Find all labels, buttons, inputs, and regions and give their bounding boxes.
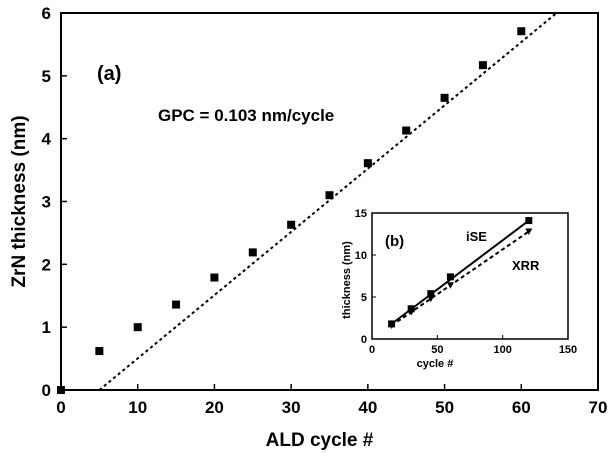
x-tick-label: 50 <box>435 398 454 417</box>
ise-point <box>388 320 396 328</box>
data-point <box>478 61 487 70</box>
inset-x-tick-label: 150 <box>559 344 577 356</box>
data-point <box>363 159 372 168</box>
data-point <box>248 248 257 257</box>
data-point <box>402 126 411 135</box>
gpc-annotation: GPC = 0.103 nm/cycle <box>158 106 334 125</box>
x-axis-label: ALD cycle # <box>266 430 374 451</box>
x-tick-label: 0 <box>56 398 65 417</box>
inset-x-tick-label: 50 <box>431 344 443 356</box>
ise-point <box>525 217 533 225</box>
inset-x-axis-label: cycle # <box>417 358 454 370</box>
data-point <box>210 273 219 282</box>
inset-x-tick-label: 100 <box>493 344 511 356</box>
inset-background <box>338 200 586 376</box>
series-label-ise: iSE <box>466 229 487 244</box>
xrr-point <box>446 282 454 289</box>
ise-point <box>407 305 415 313</box>
inset-y-tick-label: 15 <box>355 208 367 220</box>
x-tick-label: 70 <box>589 398 608 417</box>
inset-plot: 0 50 100 150 0 5 10 15 cycle # thickness (nm) (b) i… <box>338 200 586 376</box>
data-point <box>325 191 334 200</box>
series-label-xrr: XRR <box>512 258 540 273</box>
y-tick-label: 0 <box>42 381 51 400</box>
xrr-point <box>427 295 435 303</box>
data-point <box>133 323 142 332</box>
y-tick-label: 4 <box>42 130 52 149</box>
y-tick-label: 5 <box>42 67 51 86</box>
fit-line <box>98 12 558 391</box>
data-point <box>172 300 181 309</box>
xrr-point <box>525 228 533 235</box>
y-tick-label: 3 <box>42 193 51 212</box>
inset-y-tick-label: 5 <box>361 292 367 304</box>
data-point <box>95 347 104 356</box>
data-point <box>57 386 65 394</box>
inset-y-tick-label: 10 <box>355 250 367 262</box>
x-tick-label: 30 <box>282 398 301 417</box>
inset-y-axis-label: thickness (nm) <box>341 241 353 319</box>
y-tick-label: 6 <box>42 4 51 23</box>
ise-point <box>446 273 454 281</box>
x-tick-label: 20 <box>205 398 224 417</box>
x-tick-label: 10 <box>128 398 147 417</box>
data-point <box>517 27 526 36</box>
data-point <box>440 93 449 102</box>
panel-label-a: (a) <box>97 63 121 85</box>
inset-y-tick-label: 0 <box>361 334 367 346</box>
y-tick-label: 2 <box>42 255 51 274</box>
panel-label-b: (b) <box>385 233 404 250</box>
y-axis-label: ZrN thickness (nm) <box>9 115 30 287</box>
x-tick-label: 60 <box>512 398 531 417</box>
x-tick-label: 40 <box>358 398 377 417</box>
inset-x-tick-label: 0 <box>369 344 375 356</box>
data-point <box>287 220 296 229</box>
ise-point <box>427 290 435 298</box>
y-tick-label: 1 <box>42 318 51 337</box>
inset-frame <box>371 212 569 340</box>
